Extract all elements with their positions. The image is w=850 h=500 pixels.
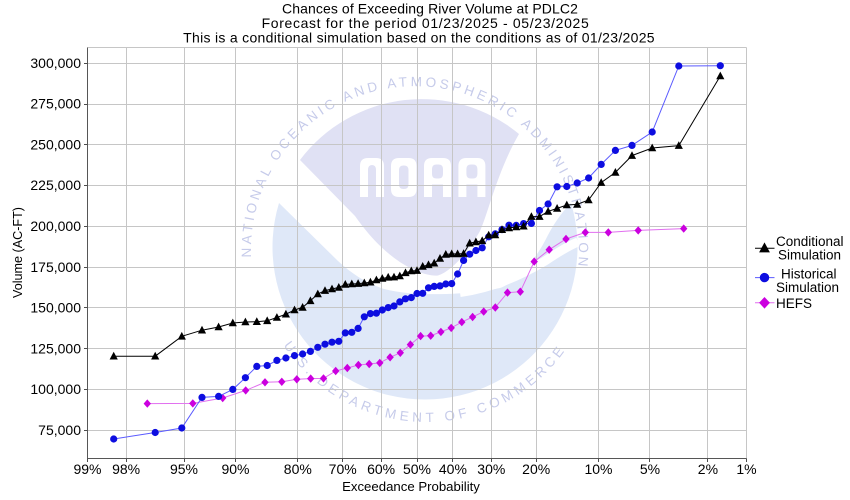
svg-text:75,000: 75,000 — [38, 422, 81, 438]
svg-text:2%: 2% — [698, 461, 718, 477]
svg-text:300,000: 300,000 — [30, 55, 81, 71]
svg-text:200,000: 200,000 — [30, 218, 81, 234]
svg-text:This is a conditional simulati: This is a conditional simulation based o… — [183, 30, 655, 46]
svg-text:Chances of Exceeding River Vol: Chances of Exceeding River Volume at PDL… — [282, 1, 578, 17]
svg-text:30%: 30% — [477, 461, 505, 477]
svg-text:175,000: 175,000 — [30, 259, 81, 275]
svg-text:Historical: Historical — [781, 267, 837, 282]
svg-text:60%: 60% — [367, 461, 395, 477]
svg-text:90%: 90% — [221, 461, 249, 477]
svg-text:1%: 1% — [736, 461, 756, 477]
svg-text:5%: 5% — [640, 461, 660, 477]
svg-text:95%: 95% — [170, 461, 198, 477]
svg-text:Simulation: Simulation — [778, 248, 841, 263]
svg-text:100,000: 100,000 — [30, 381, 81, 397]
svg-text:50%: 50% — [403, 461, 431, 477]
svg-text:275,000: 275,000 — [30, 96, 81, 112]
svg-text:20%: 20% — [522, 461, 550, 477]
svg-text:99%: 99% — [73, 461, 101, 477]
svg-text:Volume (AC-FT): Volume (AC-FT) — [11, 207, 25, 298]
svg-text:98%: 98% — [112, 461, 140, 477]
svg-text:Exceedance Probability: Exceedance Probability — [342, 479, 480, 494]
svg-text:Conditional: Conditional — [776, 234, 844, 249]
svg-text:150,000: 150,000 — [30, 300, 81, 316]
svg-text:225,000: 225,000 — [30, 177, 81, 193]
svg-text:125,000: 125,000 — [30, 340, 81, 356]
svg-text:Forecast for the period 01/23/: Forecast for the period 01/23/2025 - 05/… — [262, 15, 590, 31]
svg-text:40%: 40% — [439, 461, 467, 477]
svg-text:70%: 70% — [329, 461, 357, 477]
svg-text:Simulation: Simulation — [776, 280, 839, 295]
svg-text:80%: 80% — [284, 461, 312, 477]
svg-text:HEFS: HEFS — [776, 296, 812, 311]
svg-text:250,000: 250,000 — [30, 137, 81, 153]
svg-text:10%: 10% — [584, 461, 612, 477]
